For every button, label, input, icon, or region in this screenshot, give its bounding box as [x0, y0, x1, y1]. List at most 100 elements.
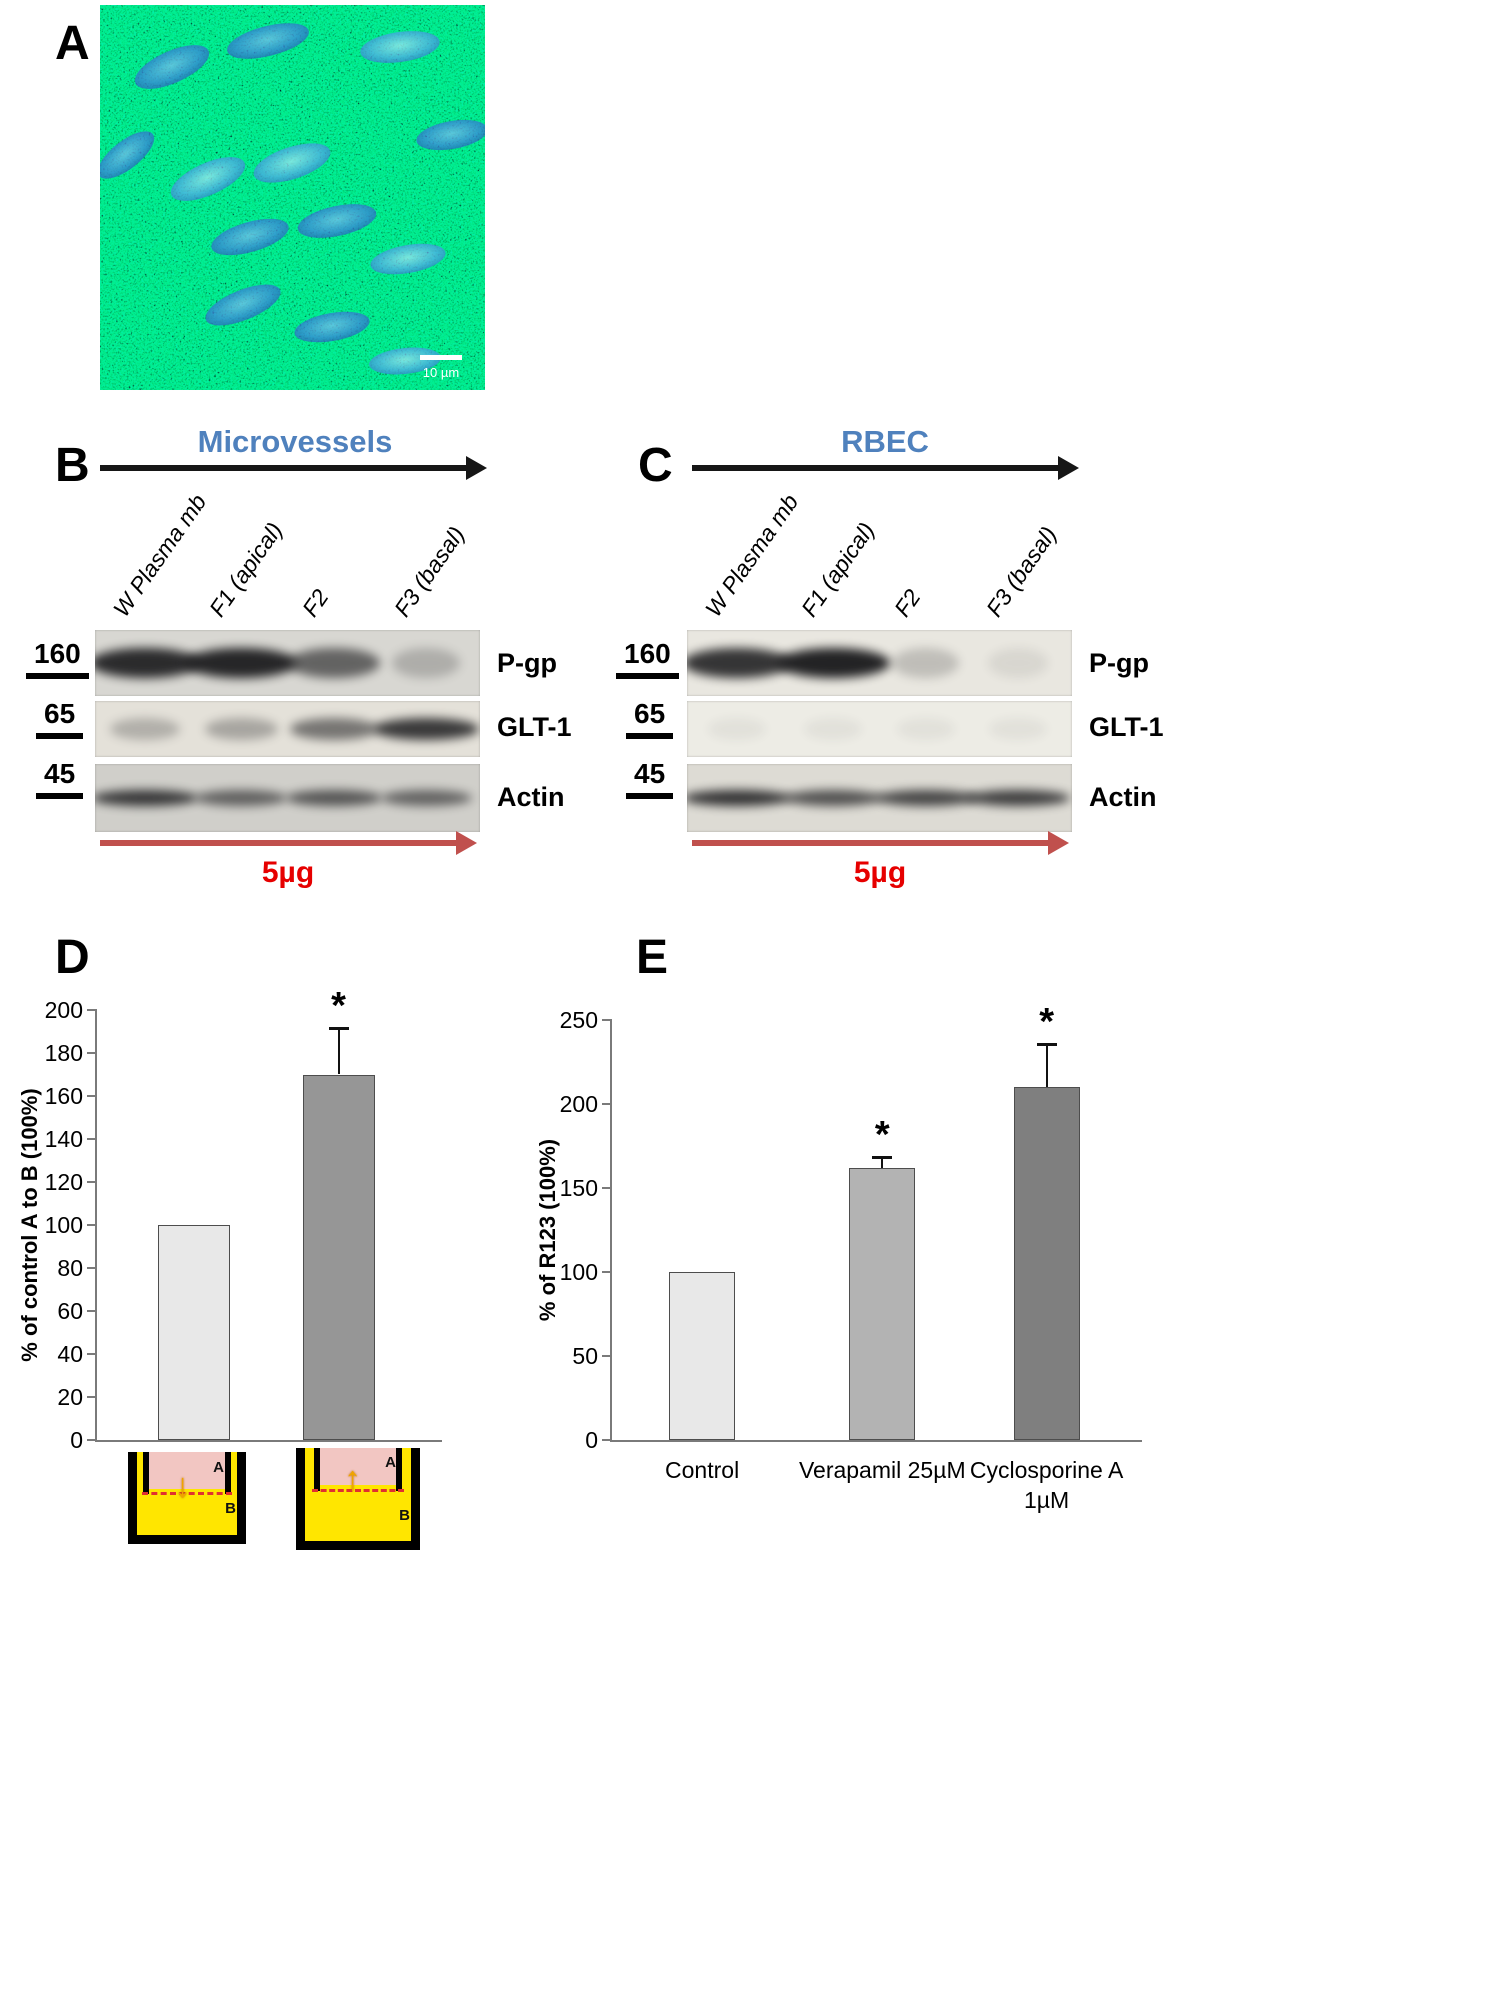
mw-marker-160: 160 — [616, 638, 679, 679]
lane-label: F3 (basal) — [388, 521, 470, 622]
blot-actin-microvessels — [95, 764, 480, 832]
lane-label: W Plasma mb — [107, 489, 212, 622]
apical-chamber — [143, 1452, 231, 1489]
blot-band — [373, 718, 480, 740]
insert-wall — [396, 1448, 402, 1491]
y-tick-label: 0 — [585, 1427, 598, 1453]
membrane-line — [142, 1492, 232, 1496]
y-tick-label: 160 — [44, 1083, 83, 1109]
protein-label-glt1: GLT-1 — [497, 712, 572, 742]
panel-c-arrow — [692, 456, 1079, 480]
y-tick-label: 100 — [44, 1212, 83, 1238]
insert-wall — [143, 1452, 149, 1495]
y-tick-label: 40 — [57, 1341, 83, 1367]
y-tick-label: 120 — [44, 1169, 83, 1195]
y-tick-mark — [602, 1271, 612, 1273]
error-bar-cap — [872, 1155, 893, 1159]
scale-bar — [420, 355, 462, 360]
panel-e-chart: 0 50 100 150 200 250 Control * Verapamil 25µM * Cy… — [560, 1001, 1142, 1513]
y-tick-label: 150 — [559, 1175, 598, 1201]
y-tick-label: 250 — [559, 1007, 598, 1033]
panel-a-micrograph: 10 µm — [97, 5, 488, 390]
lane-label: W Plasma mb — [699, 489, 804, 622]
panel-a-label: A — [55, 17, 90, 70]
y-tick-label: 200 — [44, 997, 83, 1023]
y-tick-label: 50 — [572, 1343, 598, 1369]
chamber-b-label: B — [399, 1507, 410, 1525]
y-tick-mark — [87, 1052, 97, 1054]
panel-e-y-axis-title: % of R123 (100%) — [535, 1138, 560, 1322]
blot-band — [966, 790, 1071, 806]
y-tick-mark — [602, 1355, 612, 1357]
blot-band — [988, 648, 1048, 678]
blot-band — [687, 790, 791, 806]
error-bar — [881, 1157, 884, 1168]
y-tick-mark — [87, 1138, 97, 1140]
y-tick-mark — [87, 1009, 97, 1011]
chamber-b-label: B — [225, 1499, 236, 1517]
y-tick-mark — [87, 1439, 97, 1441]
error-bar-cap — [328, 1027, 349, 1031]
panel-c-load-label: 5µg — [853, 856, 907, 889]
blot-band — [95, 790, 199, 806]
error-bar — [1045, 1045, 1048, 1088]
blot-glt1-microvessels — [95, 701, 480, 757]
bar-B to A — [302, 1074, 375, 1440]
y-tick-label: 80 — [57, 1255, 83, 1281]
panel-b-arrow — [100, 456, 487, 480]
blot-glt1-rbec — [687, 701, 1072, 757]
y-tick-mark — [602, 1187, 612, 1189]
panel-d-chart: 0 20 40 60 80 100 120 140 160 180 200 * — [45, 985, 442, 1453]
y-tick-mark — [87, 1224, 97, 1226]
blot-band — [392, 648, 461, 678]
panel-c-label: C — [638, 439, 673, 492]
blot-band — [110, 718, 181, 740]
blot-band — [285, 790, 382, 806]
bar-Control — [669, 1272, 736, 1440]
panel-b-load-arrow — [100, 831, 477, 855]
blot-band — [896, 718, 955, 740]
blot-actin-rbec — [687, 764, 1072, 832]
apical-chamber — [314, 1448, 402, 1485]
y-tick-mark — [602, 1019, 612, 1021]
flow-up-arrow: ↑ — [344, 1460, 361, 1499]
significance-asterisk: * — [1039, 1001, 1054, 1044]
panel-c-load-arrow — [692, 831, 1069, 855]
y-tick-label: 180 — [44, 1040, 83, 1066]
blot-pgp-rbec — [687, 630, 1072, 696]
blot-band — [185, 648, 298, 678]
significance-asterisk: * — [874, 1113, 890, 1156]
y-tick-label: 0 — [70, 1427, 83, 1453]
y-tick-label: 60 — [57, 1298, 83, 1324]
transwell-a-to-b-diagram: ↓ A B — [128, 1452, 246, 1544]
bar-A to B — [157, 1225, 230, 1440]
transwell-b-to-a-diagram: ↑ A B — [296, 1448, 420, 1550]
y-tick-label: 20 — [57, 1384, 83, 1410]
flow-down-arrow: ↓ — [174, 1466, 191, 1505]
blot-band — [204, 718, 278, 740]
x-category-label: Control — [665, 1457, 740, 1483]
blot-band — [380, 790, 472, 806]
panel-e-label: E — [636, 931, 669, 984]
mw-marker-160: 160 — [26, 638, 89, 679]
protein-label-pgp: P-gp — [497, 648, 557, 678]
error-bar-cap — [1036, 1043, 1057, 1047]
lane-label: F3 (basal) — [980, 521, 1062, 622]
lane-label: F2 — [888, 584, 926, 622]
blot-band — [195, 790, 288, 806]
x-category-label: Cyclosporine A 1µM — [969, 1457, 1124, 1513]
y-tick-label: 140 — [44, 1126, 83, 1152]
panel-d-label: D — [55, 931, 90, 984]
error-bar — [337, 1029, 340, 1075]
blot-band — [989, 718, 1048, 740]
blot-band — [289, 718, 378, 740]
y-tick-mark — [87, 1267, 97, 1269]
protein-label-pgp: P-gp — [1089, 648, 1149, 678]
blot-band — [776, 648, 890, 678]
y-tick-label: 200 — [559, 1091, 598, 1117]
mw-marker-45: 45 — [36, 758, 84, 799]
bar-Verapamil 25µM — [849, 1167, 916, 1440]
y-tick-mark — [87, 1310, 97, 1312]
mw-marker-45: 45 — [626, 758, 674, 799]
